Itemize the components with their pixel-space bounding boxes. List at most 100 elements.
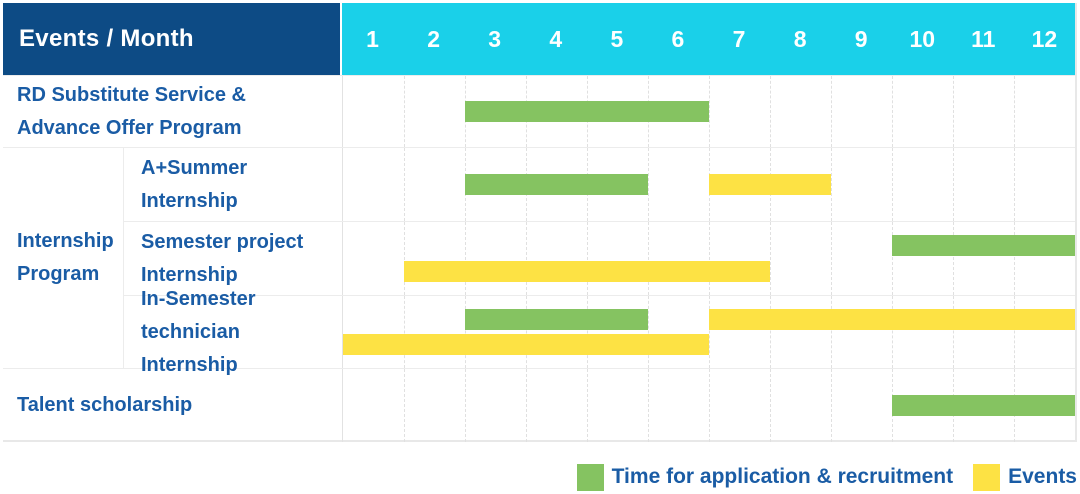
- event-swatch-icon: [973, 463, 1001, 491]
- month-header-cell: 5: [610, 25, 624, 52]
- month-gridline: [770, 76, 771, 147]
- month-gridline: [587, 222, 588, 295]
- row-label-line: Internship: [141, 189, 238, 212]
- month-gridline: [526, 222, 527, 295]
- row-label-line: technician Internship: [141, 320, 240, 376]
- month-gridline: [526, 369, 527, 442]
- month-header-cell: 9: [854, 25, 868, 52]
- lane-area-semester-project-internship: [342, 222, 1075, 295]
- month-gridline: [465, 369, 466, 442]
- lane-area-a-plus-summer-internship: [342, 148, 1075, 221]
- row-label-line: Semester project: [141, 230, 304, 253]
- month-header-cell: 7: [732, 25, 746, 52]
- month-gridline: [953, 222, 954, 295]
- month-gridline: [892, 222, 893, 295]
- month-gridline: [831, 76, 832, 147]
- month-header: 1 2 3 4 5 6 7 8 9 10 11 12: [342, 3, 1075, 75]
- row-label-line: In-Semester: [141, 287, 256, 310]
- month-gridline: [709, 222, 710, 295]
- month-gridline: [1014, 76, 1015, 147]
- month-gridline: [526, 296, 527, 368]
- month-gridline: [709, 296, 710, 368]
- row-rd-substitute-service: RD Substitute Service & Advance Offer Pr…: [3, 75, 1075, 147]
- row-label-talent-scholarship: Talent scholarship: [3, 369, 342, 442]
- month-header-cell: 8: [793, 25, 807, 52]
- month-gridline: [831, 222, 832, 295]
- row-label-line: Talent scholarship: [17, 394, 193, 416]
- month-header-cell: 10: [909, 25, 936, 52]
- month-gridline: [465, 296, 466, 368]
- event-bar: [343, 334, 709, 355]
- month-gridline: [892, 148, 893, 221]
- month-gridline: [831, 148, 832, 221]
- month-gridline: [770, 296, 771, 368]
- row-label-line: Internship: [141, 263, 238, 286]
- row-label-line: Advance Offer Program: [17, 116, 242, 139]
- month-gridline: [465, 222, 466, 295]
- event-bar: [709, 174, 831, 195]
- lane-area-talent-scholarship: [342, 369, 1075, 442]
- group-label-internship-program: Internship Program: [3, 148, 124, 368]
- legend-item-application: Time for application & recruitment: [576, 463, 954, 491]
- application-swatch-icon: [576, 463, 604, 491]
- month-gridline: [770, 222, 771, 295]
- lane-area-rd-substitute-service: [342, 76, 1075, 147]
- month-gridline: [404, 76, 405, 147]
- row-in-semester-technician-internship: In-Semester technician Internship: [124, 288, 1075, 376]
- month-gridline: [953, 296, 954, 368]
- row-label-line: RD Substitute Service &: [17, 83, 246, 106]
- month-header-cell: 12: [1031, 25, 1058, 52]
- event-bar: [404, 261, 770, 282]
- row-label-in-semester-technician-internship: In-Semester technician Internship: [124, 288, 342, 376]
- event-bar: [709, 309, 1075, 330]
- month-gridline: [892, 296, 893, 368]
- gantt-table: Events / Month 1 2 3 4 5 6 7 8 9 10 11 12 RD Substi…: [3, 3, 1077, 442]
- header-divider: [340, 3, 342, 75]
- row-label-a-plus-summer-internship: A+Summer Internship: [124, 148, 342, 221]
- corner-header-label: Events / Month: [19, 25, 194, 52]
- row-a-plus-summer-internship: A+Summer Internship: [124, 148, 1075, 221]
- row-semester-project-internship: Semester project Internship: [124, 221, 1075, 295]
- group-label-line: Program: [17, 263, 100, 285]
- row-label-line: A+Summer: [141, 156, 248, 179]
- month-header-cell: 4: [549, 25, 563, 52]
- legend-label-application: Time for application & recruitment: [611, 465, 954, 488]
- group-subrows: A+Summer Internship Semester project Int…: [124, 148, 1075, 376]
- month-gridline: [1014, 296, 1015, 368]
- month-gridline: [587, 369, 588, 442]
- month-gridline: [892, 76, 893, 147]
- month-gridline: [770, 369, 771, 442]
- application-bar: [465, 174, 648, 195]
- month-header-cell: 11: [971, 25, 996, 52]
- row-label-semester-project-internship: Semester project Internship: [124, 222, 342, 295]
- legend-item-event: Events: [973, 463, 1077, 491]
- lane-area-in-semester-technician-internship: [342, 296, 1075, 368]
- month-gridline: [1014, 148, 1015, 221]
- application-bar: [892, 235, 1075, 256]
- month-header-cell: 1: [366, 25, 379, 52]
- month-gridline: [953, 76, 954, 147]
- month-gridline: [648, 369, 649, 442]
- month-gridline: [587, 296, 588, 368]
- application-bar: [465, 101, 709, 122]
- group-internship-program: Internship Program A+Summer Internship S…: [3, 147, 1075, 376]
- month-gridline: [953, 148, 954, 221]
- group-label-line: Internship: [17, 230, 114, 252]
- month-gridline: [709, 369, 710, 442]
- month-gridline: [404, 296, 405, 368]
- month-gridline: [831, 369, 832, 442]
- corner-header-cell: Events / Month: [3, 3, 340, 75]
- month-gridline: [648, 148, 649, 221]
- month-header-cell: 2: [427, 25, 441, 52]
- legend-label-event: Events: [1008, 465, 1077, 488]
- month-header-cell: 3: [488, 25, 502, 52]
- header-row: Events / Month 1 2 3 4 5 6 7 8 9 10 11 12: [3, 3, 1075, 75]
- row-talent-scholarship: Talent scholarship: [3, 368, 1075, 442]
- month-gridline: [404, 148, 405, 221]
- month-gridline: [648, 296, 649, 368]
- month-gridline: [404, 222, 405, 295]
- month-gridline: [831, 296, 832, 368]
- row-label-rd-substitute-service: RD Substitute Service & Advance Offer Pr…: [3, 76, 342, 147]
- month-gridline: [404, 369, 405, 442]
